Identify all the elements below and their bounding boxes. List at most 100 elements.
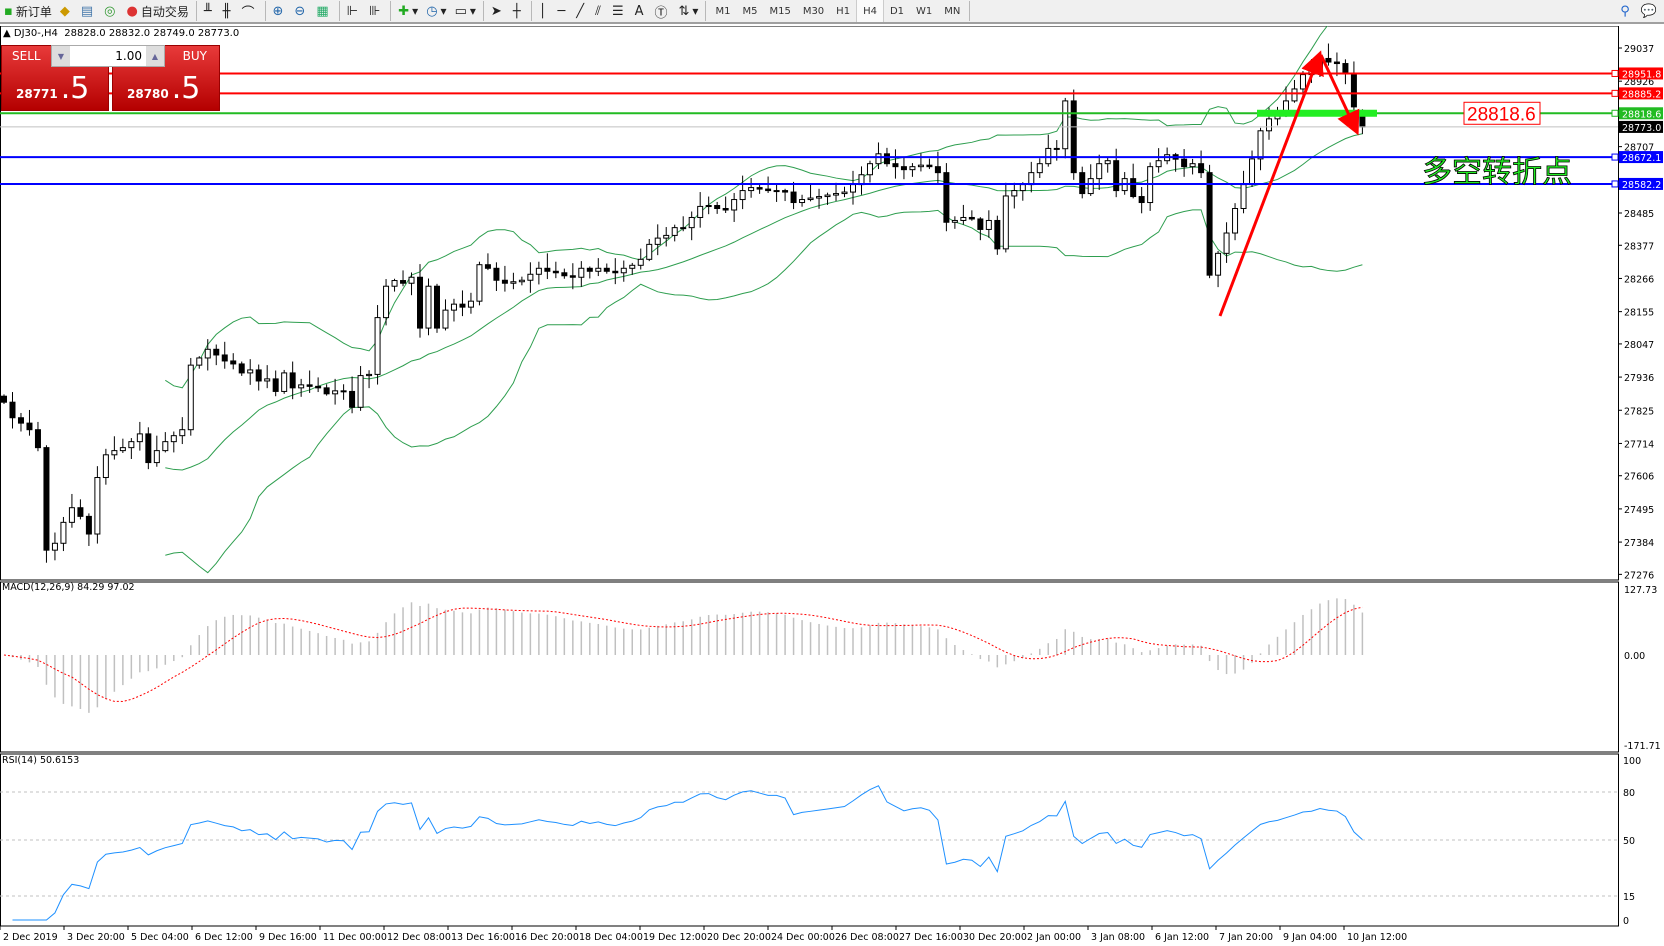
auto-trading-button[interactable]: ● 自动交易 [126,3,189,19]
timeframe-m15[interactable]: M15 [769,5,791,17]
macd-tick-label: 0.00 [1624,651,1645,662]
price-panel-frame [0,26,1619,581]
timeframe-w1[interactable]: W1 [916,5,933,17]
candle-bear [1325,57,1332,63]
candle-bull [510,281,517,284]
timeframe-h1[interactable]: H1 [836,5,851,17]
candle-bear [1113,160,1120,192]
lot-increase-button[interactable]: ▲ [146,46,164,66]
lot-size-input[interactable]: 1.00 [115,49,142,63]
candle-bear [561,272,568,277]
price-label-bg [1619,67,1663,80]
cursor-button[interactable]: ➤ [487,0,509,22]
timeframe-bar: M1 M5 M15 M30 H1 H4 D1 W1 MN [709,0,966,22]
candle-chart-button[interactable]: ╫ [219,0,238,22]
candle-bull [102,454,109,479]
zoom-in-button[interactable]: ⊕ [269,0,291,22]
timeframe-m5[interactable]: M5 [742,5,758,17]
candle-bull [578,267,585,278]
signals-button[interactable]: ◎ [100,0,122,22]
candle-bull [620,267,627,274]
text-button[interactable]: A [631,0,651,22]
zoom-out-button[interactable]: ⊖ [290,0,312,22]
timeframe-d1[interactable]: D1 [889,5,905,17]
horizontal-line-icon: ─ [557,3,566,19]
clock-icon: ◷ [426,3,438,19]
time-label: 26 Dec 08:00 [835,932,899,943]
vertical-line-icon: │ [538,3,547,19]
lot-decrease-button[interactable]: ▼ [52,46,70,66]
timeframe-m1[interactable]: M1 [715,5,731,17]
text-label-button[interactable]: Ⓣ [651,0,675,22]
rsi-tick-label: 50 [1623,836,1635,847]
autoscroll-button[interactable]: ⊪ [365,0,387,22]
periods-button[interactable]: ◷ ▾ [426,3,447,19]
signal-icon: ◎ [104,3,116,19]
candle-bull [697,205,704,218]
line-handle [1611,69,1619,77]
candle-bear [765,188,772,192]
candle-bear [433,285,440,329]
candle-bull [187,364,194,431]
timeframe-m30[interactable]: M30 [802,5,825,17]
price-tick-label: 27276 [1624,570,1654,581]
candle-bull [663,234,670,239]
fibonacci-button[interactable]: ☰ [608,0,631,22]
candle-bear [323,387,330,395]
rsi-tick-label: 15 [1623,892,1635,903]
candle-bear [43,447,50,551]
candle-bear [272,378,279,392]
time-label: 24 Dec 00:00 [771,932,835,943]
buy-price-small: .5 [171,71,201,106]
candle-bear [603,267,610,272]
new-order-button[interactable]: ▪ 新订单 [4,3,52,19]
arrows-button[interactable]: ⇅ ▾ [678,3,699,19]
candle-bull [1257,130,1264,160]
candle-bull [162,441,169,452]
chart-shift-button[interactable]: ⊩ [343,0,365,22]
indicators-button[interactable]: ✚ ▾ [398,3,419,19]
line-chart-button[interactable]: ⌒ [237,0,261,22]
history-button[interactable]: ▤ [77,0,100,22]
chart-area[interactable]: 29037 28926 28707 28485 28377 28266 28155 28047… [0,26,1664,946]
tile-windows-button[interactable]: ▦ [312,0,335,22]
time-label: 18 Dec 04:00 [579,932,643,943]
candle-bear [1333,61,1340,65]
candle-bear [544,267,551,272]
candle-bull [476,264,483,302]
candle-bull [366,373,373,377]
horizontal-line-button[interactable]: ─ [553,0,572,22]
price-line-label: 28818.6 [1622,109,1661,120]
timeframe-h4[interactable]: H4 [856,0,884,22]
new-order-icon: ▪ [4,3,13,19]
candle-bear [238,363,245,374]
template-icon: ▭ [454,3,467,19]
bar-chart-button[interactable]: ╨ [200,0,219,22]
price-label-bg [1619,107,1663,120]
vertical-line-button[interactable]: │ [535,0,554,22]
time-label: 3 Dec 20:00 [67,932,125,943]
candle-bull [1096,163,1103,180]
chat-button[interactable]: 💬 [1637,0,1664,22]
lot-size-stepper[interactable]: ▼ 1.00 ▲ [51,45,165,67]
candle-bear [790,191,797,204]
equidistant-channel-button[interactable]: ⫽ [591,0,608,22]
trendline-button[interactable]: ╱ [572,0,591,22]
candle-bull [731,199,738,211]
macd-tick-label: -171.71 [1624,741,1661,752]
candle-bull [1240,184,1247,210]
timeframe-mn[interactable]: MN [944,5,961,17]
candle-bear [501,279,508,284]
rsi-tick-label: 80 [1623,788,1635,799]
arrows-icon: ⇅ [678,3,690,19]
buy-label: BUY [182,49,207,63]
candle-bull [332,390,339,395]
market-watch-button[interactable]: ◆ [56,0,77,22]
candle-bull [298,384,305,389]
sell-price-small: .5 [60,71,90,106]
templates-button[interactable]: ▭ ▾ [454,3,476,19]
search-button[interactable]: ⚲ [1616,0,1637,22]
separator [195,1,197,21]
annotation-text: 多空转折点 [1422,155,1572,190]
crosshair-button[interactable]: ┼ [509,0,528,22]
